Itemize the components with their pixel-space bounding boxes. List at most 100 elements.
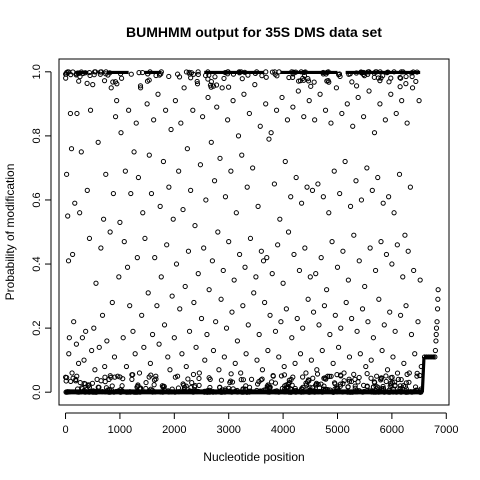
data-point — [176, 389, 182, 395]
data-point — [195, 69, 201, 75]
data-point — [211, 178, 218, 184]
data-point — [370, 384, 377, 390]
data-point — [318, 255, 324, 261]
data-point — [325, 386, 331, 393]
data-point — [308, 357, 314, 363]
y-tick-label: 0.6 — [31, 192, 43, 207]
data-point — [226, 239, 232, 245]
data-point — [158, 274, 164, 280]
data-point — [252, 82, 258, 88]
data-point — [401, 360, 407, 366]
data-point — [321, 303, 328, 309]
data-point — [151, 117, 157, 123]
data-point — [432, 347, 439, 354]
data-point — [433, 338, 439, 344]
data-point — [433, 325, 440, 331]
data-point — [326, 373, 332, 379]
data-point — [323, 71, 329, 77]
data-point — [409, 73, 415, 80]
data-point — [229, 389, 235, 395]
data-point — [83, 328, 89, 334]
data-point — [190, 107, 196, 113]
data-point — [120, 376, 126, 382]
x-tick-label: 7000 — [434, 424, 458, 436]
data-point — [81, 357, 87, 363]
data-point — [384, 367, 391, 373]
data-point — [398, 69, 404, 75]
data-point — [166, 184, 172, 190]
data-point — [68, 378, 74, 384]
data-point — [356, 258, 362, 264]
data-point — [207, 384, 213, 391]
data-point — [246, 384, 253, 391]
data-point — [377, 69, 383, 75]
data-point — [337, 381, 344, 387]
data-point — [84, 80, 90, 86]
data-point — [72, 200, 78, 206]
data-point — [418, 386, 424, 392]
data-point — [250, 165, 256, 171]
data-point — [315, 181, 321, 187]
data-point — [236, 69, 242, 75]
data-point — [378, 239, 384, 245]
data-point — [73, 341, 80, 347]
data-point — [328, 120, 334, 126]
data-point — [413, 387, 419, 393]
data-point — [199, 114, 206, 120]
data-point — [360, 389, 366, 395]
data-point — [362, 283, 368, 290]
data-point — [417, 389, 424, 395]
data-point — [435, 296, 441, 302]
data-point — [290, 69, 297, 75]
data-point — [435, 287, 441, 293]
data-point — [84, 187, 90, 193]
data-point — [317, 91, 323, 97]
data-point — [337, 372, 344, 378]
data-point — [260, 258, 267, 264]
data-point — [282, 158, 288, 165]
data-point — [415, 319, 421, 325]
data-point — [337, 388, 343, 395]
data-point — [301, 69, 307, 76]
data-point — [176, 168, 182, 174]
data-point — [403, 386, 409, 392]
data-point — [364, 165, 370, 171]
data-point — [183, 363, 189, 370]
data-point — [304, 379, 311, 385]
data-point — [273, 389, 279, 395]
data-point — [305, 76, 311, 82]
data-point — [330, 360, 336, 366]
data-point — [247, 235, 254, 242]
data-point — [206, 387, 213, 393]
data-point — [294, 315, 300, 322]
data-point — [383, 251, 390, 258]
data-point — [202, 357, 208, 363]
data-point — [403, 389, 409, 395]
data-point — [411, 267, 417, 274]
data-point — [132, 351, 138, 357]
data-point — [97, 69, 104, 75]
data-point — [93, 389, 100, 395]
data-point — [91, 325, 97, 331]
data-point — [263, 69, 269, 75]
data-point — [101, 216, 107, 222]
data-point — [66, 335, 72, 341]
data-point — [414, 69, 420, 75]
data-point — [114, 81, 120, 87]
data-point — [319, 389, 325, 395]
data-point — [404, 120, 410, 126]
data-point — [361, 114, 367, 120]
data-point — [68, 146, 75, 152]
data-point — [75, 360, 82, 366]
data-point — [246, 110, 252, 117]
data-point — [402, 232, 408, 238]
data-point — [319, 347, 325, 354]
data-point — [383, 378, 389, 385]
data-point — [157, 203, 163, 209]
data-point — [412, 351, 418, 357]
data-point — [108, 85, 114, 91]
data-point — [328, 373, 334, 379]
data-point — [278, 373, 285, 379]
data-point — [331, 168, 337, 174]
rise-band — [420, 356, 426, 393]
